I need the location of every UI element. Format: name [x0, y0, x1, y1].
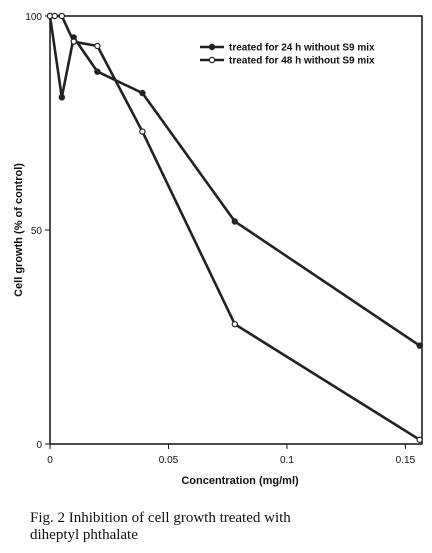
- series-1-point: [139, 89, 146, 97]
- series-2-point: [231, 320, 239, 328]
- series-1-point: [94, 68, 101, 75]
- figure-caption: Fig. 2 Inhibition of cell growth treated…: [30, 510, 291, 543]
- series-1-point: [231, 218, 239, 225]
- legend-label-2: treated for 48 h without S9 mix: [229, 56, 375, 67]
- series-layer: [46, 12, 423, 443]
- y-axis-label: Cell growth (% of control): [13, 163, 25, 297]
- y-tick-label: 100: [25, 12, 42, 23]
- series-1-point: [58, 94, 66, 101]
- x-tick-label: 0.05: [159, 455, 179, 466]
- series-2-point: [94, 42, 101, 50]
- line-chart: 0 0.05 0.1 0.15 0 50 100 treated for 24 h with…: [13, 12, 423, 487]
- x-tick-label: 0.1: [280, 455, 294, 466]
- series-1-point: [416, 342, 423, 349]
- series-2-point: [416, 436, 423, 443]
- series-2-point: [51, 12, 58, 20]
- y-tick-label: 50: [31, 226, 43, 237]
- series-2-point: [139, 128, 146, 135]
- legend: treated for 24 h without S9 mix treated f…: [200, 43, 375, 67]
- series-2-point: [70, 38, 77, 45]
- x-tick-label: 0.15: [396, 455, 416, 466]
- y-tick-label: 0: [36, 440, 42, 451]
- series-2-point: [58, 12, 66, 20]
- plot-frame: [49, 15, 423, 445]
- axis-ticks: 0 0.05 0.1 0.15 0 50 100: [25, 12, 415, 466]
- legend-marker-1: [208, 43, 216, 51]
- series-line-2: [50, 14, 421, 441]
- legend-label-1: treated for 24 h without S9 mix: [229, 43, 375, 54]
- x-axis-label: Concentration (mg/ml): [181, 475, 299, 487]
- x-tick-label: 0: [47, 455, 53, 466]
- legend-marker-2: [208, 56, 216, 64]
